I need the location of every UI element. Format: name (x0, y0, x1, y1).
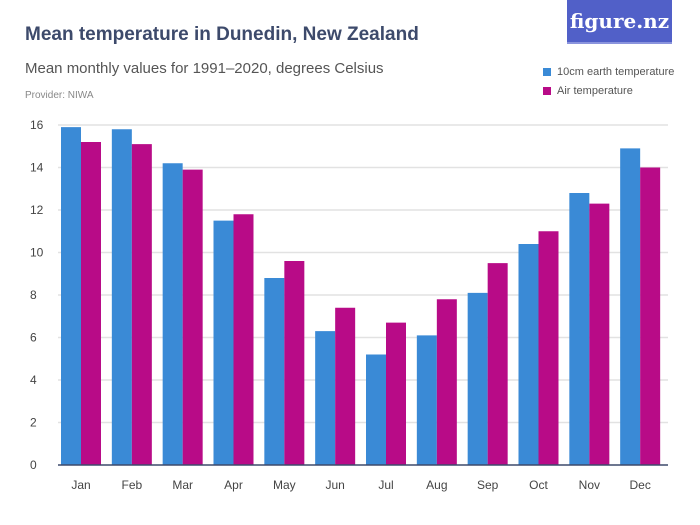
legend-swatch (543, 67, 551, 76)
bar-earth (61, 127, 81, 465)
chart-title: Mean temperature in Dunedin, New Zealand (25, 24, 419, 45)
x-tick-label: Jan (71, 478, 90, 492)
bar-earth (162, 163, 183, 465)
bar-earth (111, 129, 132, 465)
bar-earth (467, 292, 488, 465)
provider-label: Provider: NIWA (25, 90, 94, 101)
x-tick-label: Aug (426, 478, 447, 492)
bar-earth (213, 220, 234, 465)
bar-air (538, 231, 559, 465)
y-tick-label: 14 (30, 161, 44, 175)
bar-earth (315, 331, 336, 465)
x-tick-label: Oct (529, 478, 548, 492)
x-tick-label: Jul (378, 478, 393, 492)
bar-earth (366, 354, 386, 465)
bar-earth (569, 193, 590, 465)
bar-air (589, 203, 610, 465)
y-tick-label: 4 (30, 373, 37, 387)
x-tick-label: Dec (629, 478, 650, 492)
x-tick-label: Sep (477, 478, 499, 492)
bar-air (284, 261, 305, 465)
y-tick-label: 10 (30, 246, 44, 260)
bar-air (640, 167, 661, 465)
x-tick-label: Jun (325, 478, 344, 492)
bar-air (335, 307, 356, 465)
bar-earth (620, 148, 641, 465)
x-tick-label: Mar (172, 478, 193, 492)
legend-label: 10cm earth temperature (557, 65, 675, 78)
y-tick-label: 8 (30, 288, 37, 302)
y-tick-label: 12 (30, 203, 44, 217)
bar-air (233, 214, 254, 465)
bar-earth (518, 244, 539, 465)
x-tick-label: Apr (224, 478, 243, 492)
y-tick-label: 2 (30, 416, 37, 430)
bar-air (131, 144, 152, 465)
legend-item-earth: 10cm earth temperature (543, 62, 674, 81)
y-tick-label: 16 (30, 118, 44, 132)
chart-subtitle: Mean monthly values for 1991–2020, degre… (25, 60, 384, 77)
bar-air (81, 142, 101, 465)
bar-air (182, 169, 203, 465)
bar-air (487, 263, 508, 465)
bar-earth (264, 278, 285, 465)
x-tick-label: May (273, 478, 296, 492)
bar-air (436, 299, 457, 465)
y-tick-label: 6 (30, 331, 37, 345)
y-tick-label: 0 (30, 458, 37, 472)
bar-air (386, 322, 406, 465)
legend: 10cm earth temperature Air temperature (543, 62, 674, 100)
figure-nz-logo[interactable]: figure.nz (567, 0, 672, 44)
legend-label: Air temperature (557, 84, 633, 97)
legend-item-air: Air temperature (543, 81, 674, 100)
x-tick-label: Feb (121, 478, 142, 492)
legend-swatch (543, 86, 551, 95)
bar-earth (416, 335, 437, 465)
x-tick-label: Nov (579, 478, 600, 492)
